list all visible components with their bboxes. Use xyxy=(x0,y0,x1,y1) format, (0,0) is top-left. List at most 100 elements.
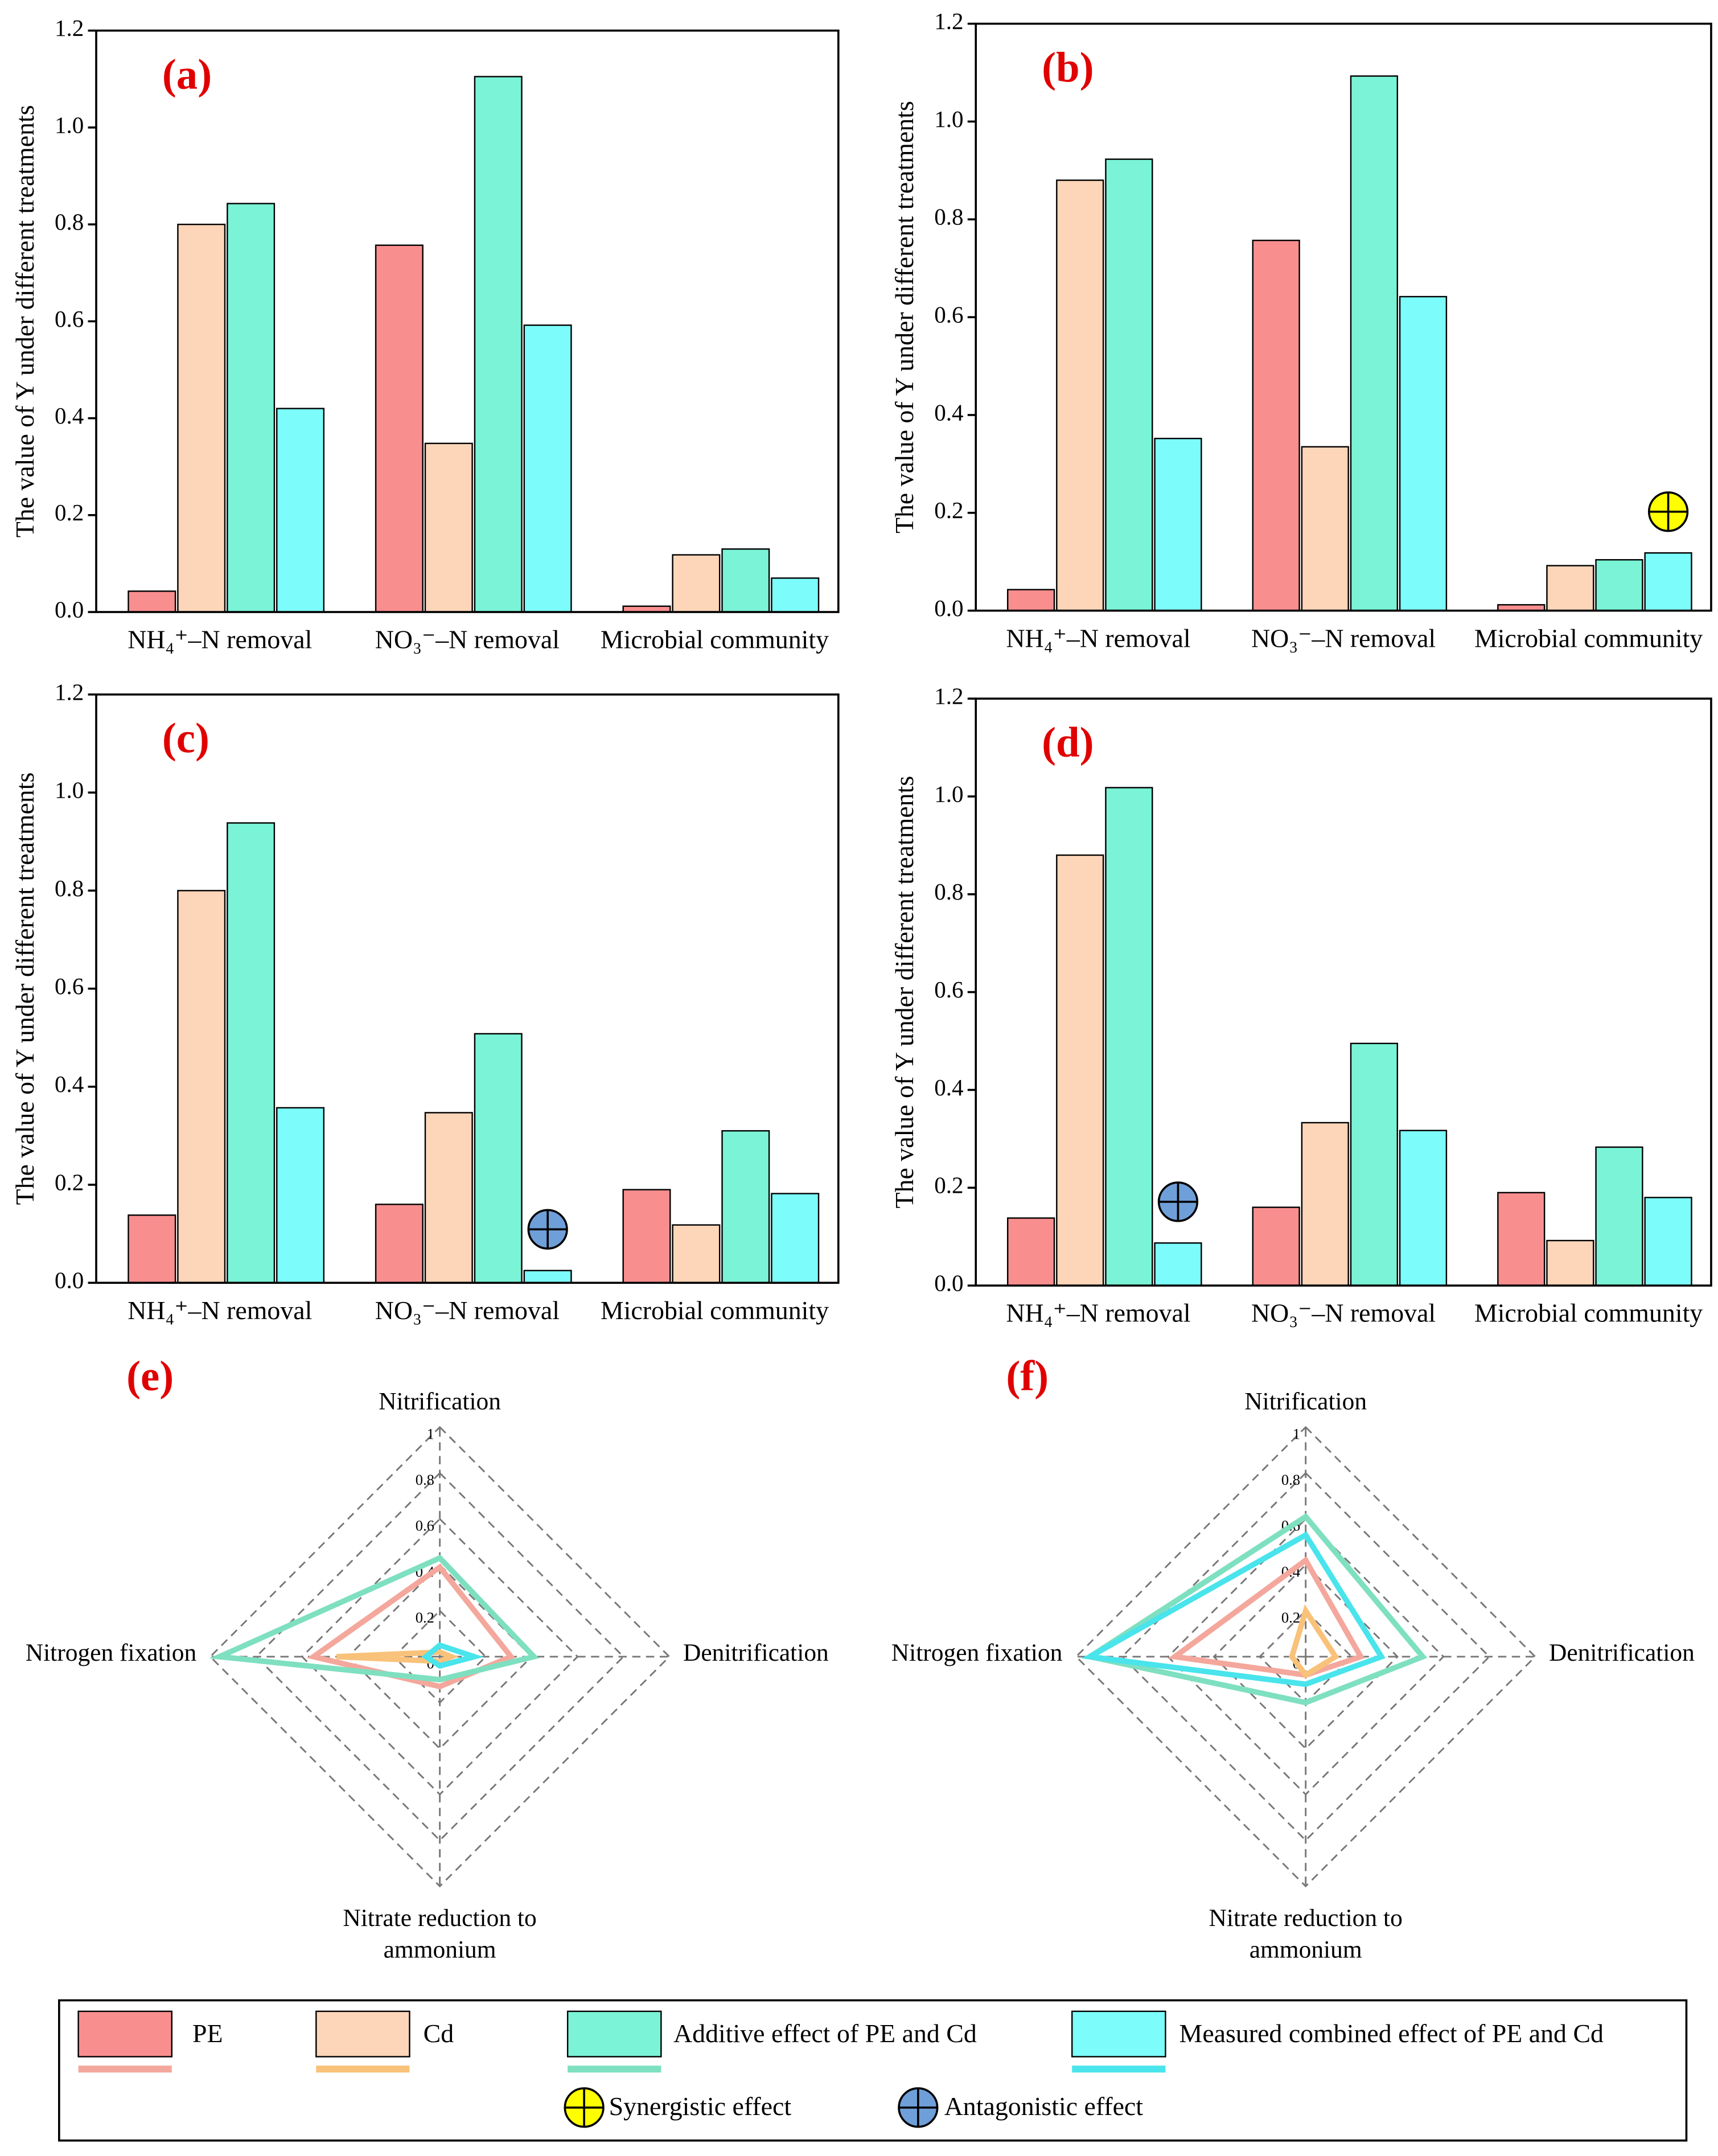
radar-series xyxy=(421,1642,484,1669)
bar xyxy=(474,76,523,613)
bar xyxy=(1644,552,1692,611)
y-axis-label: The value of Y under different treatment… xyxy=(890,101,919,533)
bar xyxy=(523,324,572,613)
y-tick-label: 0.0 xyxy=(934,1270,963,1296)
y-axis-label: The value of Y under different treatment… xyxy=(890,776,919,1209)
radar-axis-label: Nitrate reduction to ammonium xyxy=(343,1904,537,1963)
legend-swatch xyxy=(566,2010,662,2058)
y-tick-label: 0.2 xyxy=(934,497,963,523)
y-tick-label: 0.4 xyxy=(934,1074,963,1100)
legend-swatch xyxy=(77,2010,173,2058)
legend-label: Cd xyxy=(424,2019,454,2048)
bar xyxy=(177,223,226,613)
bar xyxy=(1399,1130,1448,1287)
bar xyxy=(1006,589,1055,611)
bar xyxy=(1546,1239,1594,1287)
bar xyxy=(1154,437,1202,611)
bar xyxy=(721,548,770,613)
bar xyxy=(424,442,473,613)
y-tick-label: 0.6 xyxy=(55,973,84,999)
bar xyxy=(1595,1146,1643,1287)
legend-effect-icon xyxy=(564,2087,605,2128)
panel-label: (e) xyxy=(126,1353,174,1400)
y-tick-label: 0.6 xyxy=(55,306,84,332)
bar xyxy=(1056,179,1104,611)
y-tick-label: 1.2 xyxy=(55,15,84,41)
panel-label: (f) xyxy=(1006,1353,1049,1400)
y-tick-label: 0.0 xyxy=(55,596,84,622)
bar xyxy=(1497,1192,1546,1287)
bar xyxy=(276,1107,325,1284)
y-tick-label: 0.0 xyxy=(934,595,963,621)
bar xyxy=(1252,1206,1300,1287)
legend-label: Synergistic effect xyxy=(609,2092,792,2121)
x-tick-label: NO₃⁻–N removal xyxy=(1251,623,1436,652)
axis-label-box: Nitrogen fixation xyxy=(25,1638,197,1666)
y-tick-label: 0.8 xyxy=(55,209,84,235)
radar-axis-label: Nitrogen fixation xyxy=(891,1638,1063,1666)
y-tick-label: 0.8 xyxy=(934,878,963,905)
bar xyxy=(375,1204,424,1284)
y-tick-label: 1.2 xyxy=(934,683,963,709)
radar-series xyxy=(1289,1604,1339,1679)
effect-marker xyxy=(1647,491,1689,532)
bar xyxy=(375,244,424,613)
y-tick-label: 1.0 xyxy=(934,106,963,132)
bar xyxy=(771,1193,820,1284)
bar xyxy=(227,822,276,1284)
y-tick-label: 0.6 xyxy=(934,976,963,1003)
radar-axis-label: Nitrogen fixation xyxy=(25,1638,197,1666)
x-tick-label: NH₄⁺–N removal xyxy=(1006,623,1190,652)
y-tick-label: 0.2 xyxy=(55,499,84,525)
r-tick-label: 0.8 xyxy=(416,1471,434,1488)
y-tick-label: 1.0 xyxy=(934,781,963,807)
y-tick-label: 1.0 xyxy=(55,777,84,803)
y-axis-label: The value of Y under different treatment… xyxy=(10,105,39,537)
bar xyxy=(1154,1242,1202,1287)
axis-label-box: Nitrification xyxy=(1244,1387,1367,1415)
bar xyxy=(227,203,276,613)
axis-label-box: Denitrification xyxy=(1549,1638,1695,1666)
bar xyxy=(1301,1122,1349,1287)
r-tick-label: 0.8 xyxy=(1281,1471,1300,1488)
legend-label: Antagonistic effect xyxy=(944,2092,1144,2121)
y-tick-label: 0.2 xyxy=(55,1169,84,1195)
axis-label-box: Denitrification xyxy=(683,1638,829,1666)
radar-series xyxy=(1081,1531,1386,1687)
radar-series xyxy=(336,1649,459,1664)
radar-axis-label: Denitrification xyxy=(683,1638,829,1666)
legend-box xyxy=(58,1999,1688,2142)
radar-series xyxy=(307,1563,516,1690)
radar-axis-label: Nitrate reduction to ammonium xyxy=(1209,1904,1403,1963)
radar-axis-label: Denitrification xyxy=(1549,1638,1695,1666)
r-tick-label: 0.6 xyxy=(416,1517,434,1534)
bar xyxy=(672,554,721,613)
r-tick-label: 0.2 xyxy=(416,1609,434,1626)
axis-label-box: Nitrification xyxy=(379,1387,501,1415)
effect-marker xyxy=(1157,1181,1199,1222)
bar xyxy=(128,590,176,613)
axis-label-box: Nitrate reduction to ammonium xyxy=(1209,1904,1403,1963)
y-tick-label: 1.2 xyxy=(934,8,963,34)
bar xyxy=(1595,559,1643,611)
y-axis-label: The value of Y under different treatment… xyxy=(10,773,39,1205)
grid-ring xyxy=(209,1426,671,1888)
y-tick-label: 0.8 xyxy=(934,204,963,230)
axis-label-box: Nitrate reduction to ammonium xyxy=(343,1904,537,1963)
bar xyxy=(128,1214,176,1284)
bar xyxy=(1006,1217,1055,1287)
effect-marker xyxy=(527,1209,568,1250)
legend-label: Measured combined effect of PE and Cd xyxy=(1179,2019,1604,2048)
panel-label: (c) xyxy=(162,715,209,762)
x-tick-label: Microbial community xyxy=(1474,623,1703,652)
y-tick-label: 0.4 xyxy=(55,403,84,429)
y-tick-label: 0.6 xyxy=(934,302,963,328)
bar xyxy=(1350,1042,1399,1287)
bar xyxy=(1252,240,1300,611)
legend-swatch xyxy=(315,2010,410,2058)
x-tick-label: NO₃⁻–N removal xyxy=(375,625,560,654)
bar xyxy=(721,1130,770,1284)
panel-label: (d) xyxy=(1042,719,1094,766)
